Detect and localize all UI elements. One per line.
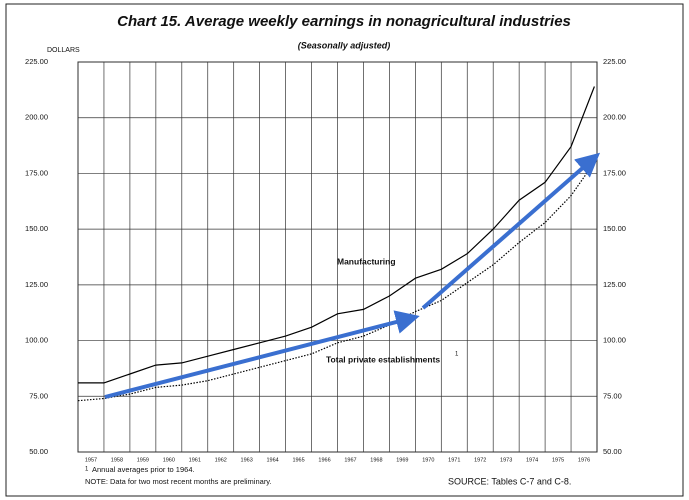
- y2-tick-label: 50.00: [603, 447, 622, 456]
- series-label: Total private establishments: [326, 354, 440, 364]
- x-tick-label: 1967: [344, 457, 356, 463]
- footnote: Annual averages prior to 1964.: [92, 465, 195, 474]
- y2-tick-label: 225.00: [603, 57, 626, 66]
- x-tick-label: 1973: [500, 457, 512, 463]
- data-line: [77, 161, 595, 402]
- y-tick-label: 100.00: [25, 336, 48, 345]
- x-tick-label: 1959: [137, 457, 149, 463]
- x-tick-label: 1960: [163, 457, 175, 463]
- x-tick-label: 1966: [318, 457, 330, 463]
- x-tick-label: 1964: [267, 457, 279, 463]
- annotation-arrow: [421, 152, 601, 310]
- y-tick-label: 75.00: [29, 391, 48, 400]
- y-tick-label: 225.00: [25, 57, 48, 66]
- y-tick-label: 150.00: [25, 224, 48, 233]
- x-tick-label: 1962: [215, 457, 227, 463]
- frame: [5, 3, 684, 497]
- x-tick-label: 1965: [292, 457, 304, 463]
- y2-tick-label: 150.00: [603, 224, 626, 233]
- y-tick-label: 200.00: [25, 113, 48, 122]
- note: NOTE: Data for two most recent months ar…: [85, 477, 272, 486]
- y2-tick-label: 200.00: [603, 113, 626, 122]
- x-tick-label: 1968: [370, 457, 382, 463]
- y-tick-label: 125.00: [25, 280, 48, 289]
- data-line: [78, 86, 595, 384]
- series-label: Manufacturing: [337, 256, 396, 266]
- x-tick-label: 1963: [241, 457, 253, 463]
- x-tick-label: 1976: [578, 457, 590, 463]
- y2-tick-label: 75.00: [603, 391, 622, 400]
- y-tick-label: 50.00: [29, 447, 48, 456]
- x-tick-label: 1972: [474, 457, 486, 463]
- y-tick-label: 175.00: [25, 168, 48, 177]
- x-tick-label: 1970: [422, 457, 434, 463]
- x-tick-label: 1957: [85, 457, 97, 463]
- x-tick-label: 1971: [448, 457, 460, 463]
- x-tick-label: 1958: [111, 457, 123, 463]
- x-tick-label: 1969: [396, 457, 408, 463]
- y-unit-label: DOLLARS: [47, 47, 80, 54]
- series-note-mark: 1: [455, 352, 459, 358]
- chart-subtitle: (Seasonally adjusted): [298, 40, 391, 50]
- source: SOURCE: Tables C-7 and C-8.: [448, 476, 571, 486]
- chart-title: Chart 15. Average weekly earnings in non…: [117, 13, 571, 30]
- y2-tick-label: 175.00: [603, 168, 626, 177]
- y2-tick-label: 100.00: [603, 336, 626, 345]
- y2-tick-label: 125.00: [603, 280, 626, 289]
- x-tick-label: 1974: [526, 457, 538, 463]
- footnote-mark: 1: [85, 467, 89, 473]
- x-tick-label: 1975: [552, 457, 564, 463]
- x-tick-label: 1961: [189, 457, 201, 463]
- annotation-arrow: [104, 310, 420, 399]
